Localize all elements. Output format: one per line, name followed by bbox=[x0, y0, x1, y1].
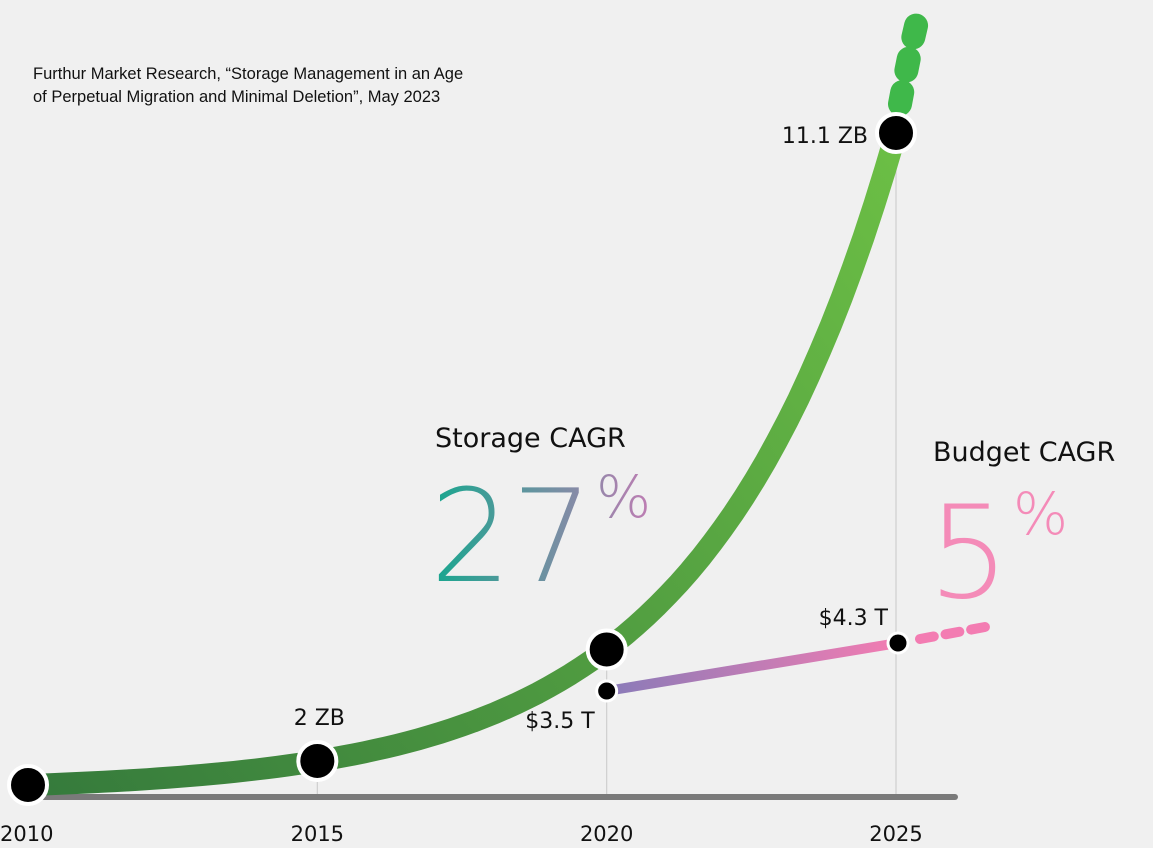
budget-projection-dashed-line bbox=[915, 622, 990, 644]
storage-cagr-annotation: Storage CAGR 27 % bbox=[430, 423, 651, 612]
budget-cagr-annotation: Budget CAGR 5 % bbox=[928, 437, 1115, 628]
storage-projection-dashed-line bbox=[888, 0, 932, 116]
storage-marker-2025 bbox=[875, 112, 917, 154]
storage-marker-2015 bbox=[296, 739, 339, 782]
storage-label-2015: 2 ZB bbox=[294, 706, 345, 731]
source-note-line-2: of Perpetual Migration and Minimal Delet… bbox=[33, 88, 440, 106]
data-point-markers bbox=[7, 112, 917, 806]
data-point-labels: 2 ZB 11.1 ZB $3.5 T $4.3 T bbox=[294, 124, 889, 734]
budget-cagr-label: Budget CAGR bbox=[933, 437, 1115, 468]
storage-marker-2020 bbox=[585, 628, 628, 671]
x-axis-tick-labels: 2010 2015 2020 2025 bbox=[0, 822, 923, 846]
budget-marker-2025 bbox=[886, 631, 910, 655]
budget-cagr-value: 5 bbox=[928, 479, 1009, 628]
storage-growth-line bbox=[17, 122, 907, 796]
x-tick-label-2020: 2020 bbox=[580, 822, 633, 846]
budget-label-2025: $4.3 T bbox=[819, 606, 889, 631]
storage-cagr-percent-sign: % bbox=[596, 463, 651, 531]
x-tick-label-2025: 2025 bbox=[869, 822, 922, 846]
x-tick-label-2015: 2015 bbox=[291, 822, 344, 846]
budget-series bbox=[601, 622, 990, 696]
storage-cagr-value: 27 bbox=[430, 463, 593, 612]
source-note-line-1: Furthur Market Research, “Storage Manage… bbox=[33, 65, 463, 83]
storage-cagr-label: Storage CAGR bbox=[435, 423, 626, 454]
budget-marker-2020 bbox=[595, 679, 619, 703]
budget-growth-line bbox=[601, 638, 903, 696]
x-tick-label-2010: 2010 bbox=[0, 822, 53, 846]
storage-label-2025: 11.1 ZB bbox=[782, 124, 868, 149]
storage-series bbox=[17, 0, 932, 796]
budget-label-2020: $3.5 T bbox=[525, 709, 595, 734]
budget-cagr-percent-sign: % bbox=[1013, 480, 1068, 548]
source-note: Furthur Market Research, “Storage Manage… bbox=[33, 65, 463, 106]
storage-marker-2010 bbox=[7, 764, 49, 806]
